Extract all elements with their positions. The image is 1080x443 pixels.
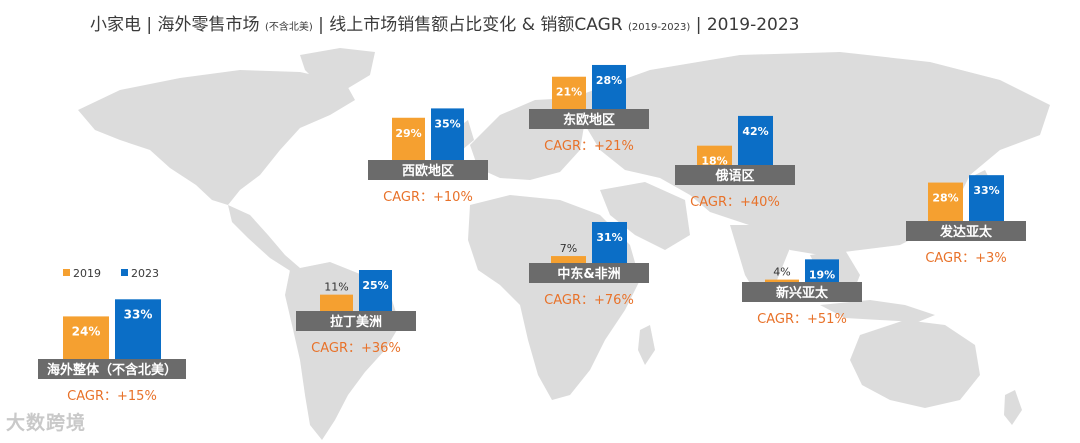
chart-title: 小家电 | 海外零售市场 (不含北美) | 线上市场销售额占比变化 & 销额CA…	[90, 10, 799, 35]
region-name: 发达亚太	[939, 224, 993, 240]
bar-2023	[115, 299, 161, 362]
bar-2019	[320, 294, 353, 314]
region-group: 28% 33% 发达亚太 CAGR：+3%	[906, 175, 1026, 266]
value-label-2019: 21%	[556, 86, 582, 99]
region-name: 海外整体（不含北美）	[47, 362, 177, 378]
cagr-label: CAGR：+21%	[544, 139, 634, 154]
region-group: 11% 25% 拉丁美洲 CAGR：+36%	[296, 270, 416, 356]
value-label-2023: 33%	[973, 184, 999, 197]
bar-2023	[969, 175, 1004, 224]
map-australia	[850, 320, 980, 408]
map-new-zealand	[1004, 390, 1022, 425]
value-label-2023: 42%	[742, 125, 768, 138]
legend: 2019 2023	[63, 267, 159, 280]
bar-2019	[552, 76, 586, 112]
region-group: 21% 28% 东欧地区 CAGR：+21%	[529, 64, 649, 154]
region-name: 俄语区	[714, 168, 754, 184]
value-label-2019: 11%	[324, 281, 348, 294]
region-group: 4% 19% 新兴亚太 CAGR：+51%	[742, 259, 862, 327]
region-label-box	[906, 221, 1026, 241]
bar-2019	[928, 182, 963, 224]
cagr-label: CAGR：+3%	[925, 251, 1006, 266]
value-label-2023: 31%	[596, 231, 622, 244]
title-period: | 2019-2023	[695, 15, 800, 35]
region-name: 拉丁美洲	[330, 314, 382, 330]
legend-label-2023: 2023	[131, 267, 159, 280]
cagr-label: CAGR：+76%	[544, 293, 634, 308]
bar-2023	[592, 64, 626, 112]
value-label-2019: 24%	[72, 324, 101, 338]
region-label-box	[529, 263, 649, 283]
cagr-label: CAGR：+36%	[311, 341, 401, 356]
value-label-2023: 33%	[124, 307, 153, 321]
bar-2023	[738, 115, 773, 168]
region-name: 东欧地区	[563, 112, 615, 128]
bar-2023	[359, 270, 392, 314]
region-label-box	[296, 311, 416, 331]
cagr-label: CAGR：+10%	[383, 190, 473, 205]
bar-2019	[392, 117, 425, 163]
bar-2019	[551, 256, 586, 266]
bar-2023	[592, 221, 627, 266]
value-label-2019: 7%	[560, 242, 577, 255]
map-middle-east	[600, 182, 690, 250]
value-label-2023: 19%	[809, 268, 835, 281]
region-label-box	[742, 282, 862, 302]
region-group: 24% 33% 海外整体（不含北美） CAGR：+15%	[38, 299, 186, 404]
region-name: 西欧地区	[402, 163, 454, 179]
cagr-label: CAGR：+51%	[757, 312, 847, 327]
value-label-2019: 18%	[701, 155, 727, 168]
cagr-label: CAGR：+15%	[67, 389, 157, 404]
cagr-label: CAGR：+40%	[690, 195, 780, 210]
bar-2023	[431, 108, 464, 163]
watermark: 大数跨境	[6, 412, 87, 434]
title-note-period: (2019-2023)	[627, 22, 691, 33]
map-madagascar	[638, 325, 655, 365]
legend-swatch-2023	[121, 269, 128, 276]
title-metric: | 线上市场销售额占比变化 & 销额CAGR	[318, 15, 623, 35]
bar-2019	[63, 316, 109, 362]
region-name: 中东&非洲	[557, 266, 620, 282]
value-label-2019: 29%	[395, 127, 421, 140]
value-label-2023: 28%	[596, 74, 622, 87]
region-group: 18% 42% 俄语区 CAGR：+40%	[675, 115, 795, 210]
title-note-region: (不含北美)	[264, 22, 313, 33]
value-label-2023: 25%	[362, 279, 388, 292]
region-group: 7% 31% 中东&非洲 CAGR：+76%	[529, 221, 649, 308]
map-north-america	[78, 70, 355, 205]
region-label-box	[368, 160, 488, 180]
map-indonesia	[820, 300, 935, 322]
legend-swatch-2019	[63, 269, 70, 276]
region-label-box	[529, 109, 649, 129]
map-central-america	[228, 205, 300, 272]
map-greenland	[300, 48, 375, 90]
region-name: 新兴亚太	[776, 285, 829, 301]
value-label-2019: 28%	[932, 192, 958, 205]
value-label-2023: 35%	[434, 117, 460, 130]
title-main: 小家电 | 海外零售市场	[90, 15, 260, 35]
legend-label-2019: 2019	[73, 267, 101, 280]
value-label-2019: 4%	[773, 266, 790, 279]
region-group: 29% 35% 西欧地区 CAGR：+10%	[368, 108, 488, 205]
region-groups: 24% 33% 海外整体（不含北美） CAGR：+15% 11% 25% 拉丁美洲 CAGR：…	[38, 64, 1026, 404]
bar-2019	[697, 145, 732, 168]
region-label-box	[675, 165, 795, 185]
bar-2023	[805, 259, 839, 285]
region-label-box	[38, 359, 186, 379]
